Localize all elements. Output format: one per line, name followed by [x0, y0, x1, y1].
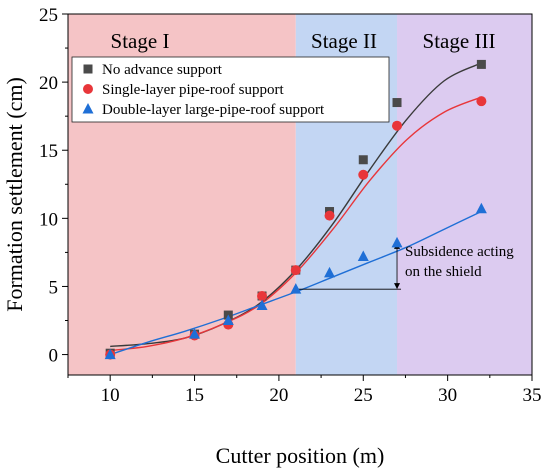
y-tick-label: 0: [49, 346, 59, 367]
data-point: [392, 98, 402, 108]
subsidence-annotation: Subsidence acting on the shield: [295, 242, 514, 290]
data-point: [104, 348, 116, 360]
x-tick-label: 30: [438, 385, 457, 406]
x-axis-title: Cutter position (m): [216, 443, 385, 468]
data-point: [324, 266, 336, 278]
stage-label-1: Stage I: [111, 29, 170, 53]
annotation-line-1: Subsidence acting: [405, 244, 514, 260]
x-tick-label: 20: [269, 385, 288, 406]
data-point: [476, 59, 486, 69]
data-point: [324, 210, 335, 221]
data-point: [256, 299, 268, 311]
legend-marker-3: [82, 103, 94, 114]
y-tick-label: 10: [39, 209, 58, 230]
legend: No advance support Single-layer pipe-roof…: [71, 56, 390, 123]
data-point: [391, 236, 403, 248]
stage-label-3: Stage III: [423, 29, 496, 53]
data-point: [476, 96, 487, 107]
x-tick-label: 15: [185, 385, 204, 406]
legend-marker-1: [83, 64, 93, 74]
series-3-points: [104, 202, 487, 360]
y-tick-label: 15: [39, 141, 58, 162]
data-point: [358, 155, 368, 165]
data-point: [290, 265, 301, 276]
arrow-head-bottom: [394, 283, 401, 290]
y-tick-label: 20: [39, 73, 58, 94]
data-point: [257, 290, 268, 301]
data-markers: [104, 59, 487, 360]
legend-label-2: Single-layer pipe-roof support: [102, 82, 284, 98]
y-tick-label: 5: [49, 277, 59, 298]
x-tick-label: 10: [101, 385, 120, 406]
legend-label-1: No advance support: [102, 62, 223, 78]
stage-band-3: [397, 14, 532, 375]
axes: 10 15 20 25 30 35 0 5 10 15 20 25 Cutter position (m…: [2, 5, 542, 468]
x-tick-label: 35: [523, 385, 542, 406]
data-point: [392, 120, 403, 131]
plot-frame: [67, 13, 533, 376]
data-point: [189, 328, 201, 339]
data-point: [358, 169, 369, 180]
y-axis-title: Formation settlement (cm): [2, 77, 27, 312]
data-point: [357, 250, 369, 261]
data-point: [475, 202, 487, 214]
stage-label-2: Stage II: [311, 29, 377, 53]
data-point: [222, 314, 234, 326]
annotation-line-2: on the shield: [405, 264, 482, 280]
y-tick-label: 25: [39, 5, 58, 26]
x-tick-label: 25: [354, 385, 373, 406]
legend-label-3: Double-layer large-pipe-roof support: [102, 102, 325, 118]
legend-box: [71, 56, 390, 123]
stage-labels: Stage I Stage II Stage III: [111, 29, 496, 53]
data-point: [290, 283, 302, 294]
legend-marker-2: [83, 84, 93, 94]
